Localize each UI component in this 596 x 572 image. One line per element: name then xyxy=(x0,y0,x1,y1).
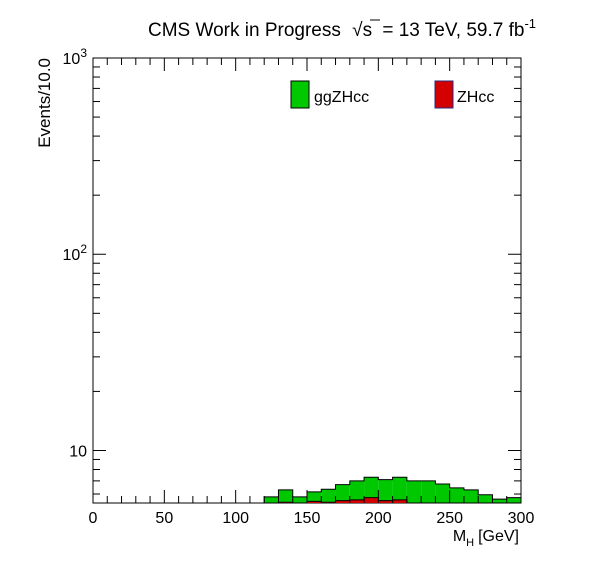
bar-zhcc-bin-8 xyxy=(378,500,393,503)
bar-ggzhcc-bin-1 xyxy=(278,489,293,503)
bar-ggzhcc-bin-15 xyxy=(478,494,493,503)
legend-swatch-ggzhcc xyxy=(290,80,310,109)
bar-ggzhcc-bin-12 xyxy=(435,483,450,503)
axes-group: 0 50 100 150 200 250 300 10 102 103 xyxy=(63,46,535,527)
legend: ggZHcc ZHcc xyxy=(290,80,494,109)
bar-ggzhcc-bin-14 xyxy=(463,489,479,503)
legend-swatch-zhcc xyxy=(434,80,454,109)
x-label-main: M xyxy=(453,528,466,545)
bar-zhcc-bin-5 xyxy=(335,500,350,503)
bar-ggzhcc-bin-7 xyxy=(364,477,379,503)
y-tick-label-1000: 103 xyxy=(63,46,88,68)
title-superscript: -1 xyxy=(524,16,536,31)
bar-ggzhcc-bin-13 xyxy=(449,487,464,503)
bar-ggzhcc-bin-4 xyxy=(321,489,336,503)
bar-ggzhcc-bin-0 xyxy=(264,496,279,503)
title-sqrt-s: s xyxy=(363,20,373,41)
x-label-sub: H xyxy=(466,537,474,549)
bar-ggzhcc-bin-3 xyxy=(307,491,322,503)
x-tick-label-200: 200 xyxy=(365,510,392,527)
x-axis-label: MH [GeV] xyxy=(453,528,519,549)
legend-label-ggzhcc: ggZHcc xyxy=(314,89,369,106)
plot-frame xyxy=(92,57,522,504)
x-tick-label-100: 100 xyxy=(222,510,249,527)
bar-zhcc-bin-6 xyxy=(349,499,365,503)
legend-label-zhcc: ZHcc xyxy=(457,89,494,106)
bar-zhcc-bin-9 xyxy=(392,499,407,503)
title-prefix: CMS Work in Progress xyxy=(148,20,341,41)
bar-ggzhcc-bin-9 xyxy=(392,477,407,503)
bar-ggzhcc-bin-10 xyxy=(406,480,422,503)
x-label-unit: [GeV] xyxy=(478,528,519,545)
bar-ggzhcc-bin-11 xyxy=(421,480,436,503)
y-tick-label-100: 102 xyxy=(63,242,88,264)
x-tick-label-50: 50 xyxy=(155,510,173,527)
bars-group xyxy=(263,476,522,504)
title-energy: = 13 TeV, 59.7 fb xyxy=(382,20,524,41)
bar-ggzhcc-bin-8 xyxy=(378,479,393,503)
bar-zhcc-bin-7 xyxy=(364,497,379,503)
x-tick-label-300: 300 xyxy=(508,510,535,527)
bar-ggzhcc-bin-5 xyxy=(335,484,350,503)
bar-zhcc-bin-3 xyxy=(307,501,322,503)
x-tick-label-0: 0 xyxy=(89,510,98,527)
bar-ggzhcc-bin-6 xyxy=(349,480,365,503)
y-axis-label: Events/10.0 xyxy=(35,58,54,148)
bar-ggzhcc-bin-16 xyxy=(492,499,507,503)
x-tick-label-250: 250 xyxy=(436,510,463,527)
bar-ggzhcc-bin-17 xyxy=(506,497,521,503)
chart-title: CMS Work in Progress √s = 13 TeV, 59.7 f… xyxy=(148,16,536,41)
x-tick-label-150: 150 xyxy=(294,510,321,527)
bar-ggzhcc-bin-2 xyxy=(292,496,307,503)
y-tick-label-10: 10 xyxy=(69,443,87,460)
